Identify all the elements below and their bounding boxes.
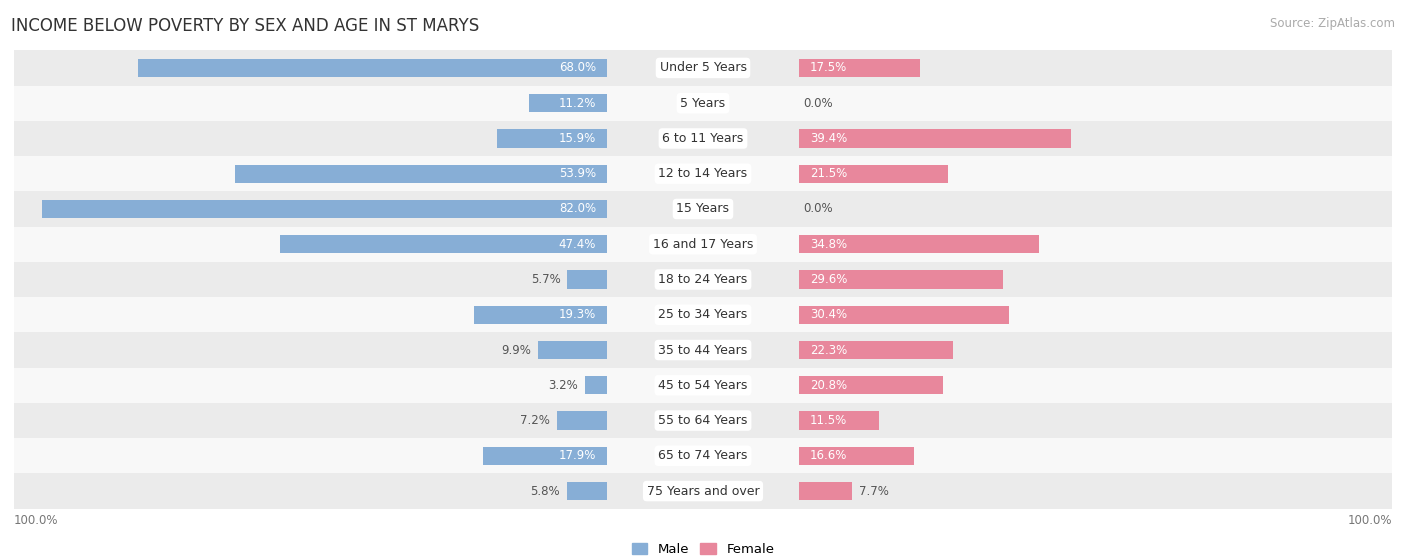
Bar [484,447,606,465]
Text: 16 and 17 Years: 16 and 17 Years [652,238,754,251]
Legend: Male, Female: Male, Female [626,538,780,559]
Text: 65 to 74 Years: 65 to 74 Years [658,449,748,462]
Text: 82.0%: 82.0% [560,202,596,215]
Bar [14,86,1392,121]
Text: 34.8%: 34.8% [810,238,846,251]
Text: 3.2%: 3.2% [548,379,578,392]
Text: 100.0%: 100.0% [14,514,59,527]
Text: 15.9%: 15.9% [560,132,596,145]
Bar [14,226,1392,262]
Text: INCOME BELOW POVERTY BY SEX AND AGE IN ST MARYS: INCOME BELOW POVERTY BY SEX AND AGE IN S… [11,17,479,35]
Bar [567,482,606,500]
Bar [800,59,920,77]
Text: 47.4%: 47.4% [558,238,596,251]
Bar [14,50,1392,86]
Text: 75 Years and over: 75 Years and over [647,485,759,498]
Bar [800,235,1039,253]
Text: 7.2%: 7.2% [520,414,550,427]
Text: Under 5 Years: Under 5 Years [659,61,747,74]
Text: 39.4%: 39.4% [810,132,846,145]
Bar [800,411,879,430]
Bar [800,129,1071,148]
Text: 68.0%: 68.0% [560,61,596,74]
Bar [14,438,1392,473]
Bar [14,156,1392,191]
Bar [14,297,1392,333]
Bar [800,271,1004,288]
Bar [14,368,1392,403]
Bar [800,482,852,500]
Text: 15 Years: 15 Years [676,202,730,215]
Text: 17.5%: 17.5% [810,61,846,74]
Bar [474,306,606,324]
Text: 0.0%: 0.0% [803,202,832,215]
Text: 7.7%: 7.7% [859,485,889,498]
Text: 17.9%: 17.9% [558,449,596,462]
Text: 12 to 14 Years: 12 to 14 Years [658,167,748,180]
Bar [800,306,1010,324]
Bar [800,164,948,183]
Text: 11.5%: 11.5% [810,414,846,427]
Text: 45 to 54 Years: 45 to 54 Years [658,379,748,392]
Text: 20.8%: 20.8% [810,379,846,392]
Bar [557,411,606,430]
Bar [538,341,606,359]
Bar [42,200,606,218]
Text: 53.9%: 53.9% [560,167,596,180]
Bar [585,376,606,395]
Text: 22.3%: 22.3% [810,344,846,357]
Bar [280,235,606,253]
Text: 5 Years: 5 Years [681,97,725,110]
Text: 35 to 44 Years: 35 to 44 Years [658,344,748,357]
Bar [14,473,1392,509]
Bar [235,164,606,183]
Text: 5.8%: 5.8% [530,485,560,498]
Bar [800,341,953,359]
Bar [14,262,1392,297]
Bar [800,447,914,465]
Text: 6 to 11 Years: 6 to 11 Years [662,132,744,145]
Bar [800,376,943,395]
Text: 30.4%: 30.4% [810,308,846,321]
Text: 29.6%: 29.6% [810,273,848,286]
Bar [496,129,606,148]
Text: 19.3%: 19.3% [560,308,596,321]
Bar [14,121,1392,156]
Text: 21.5%: 21.5% [810,167,846,180]
Bar [138,59,606,77]
Bar [14,191,1392,226]
Bar [14,403,1392,438]
Text: 16.6%: 16.6% [810,449,848,462]
Text: 55 to 64 Years: 55 to 64 Years [658,414,748,427]
Text: Source: ZipAtlas.com: Source: ZipAtlas.com [1270,17,1395,30]
Bar [14,333,1392,368]
Text: 5.7%: 5.7% [530,273,561,286]
Text: 0.0%: 0.0% [803,97,832,110]
Text: 18 to 24 Years: 18 to 24 Years [658,273,748,286]
Text: 25 to 34 Years: 25 to 34 Years [658,308,748,321]
Text: 100.0%: 100.0% [1347,514,1392,527]
Bar [567,271,606,288]
Text: 9.9%: 9.9% [502,344,531,357]
Text: 11.2%: 11.2% [558,97,596,110]
Bar [530,94,606,112]
